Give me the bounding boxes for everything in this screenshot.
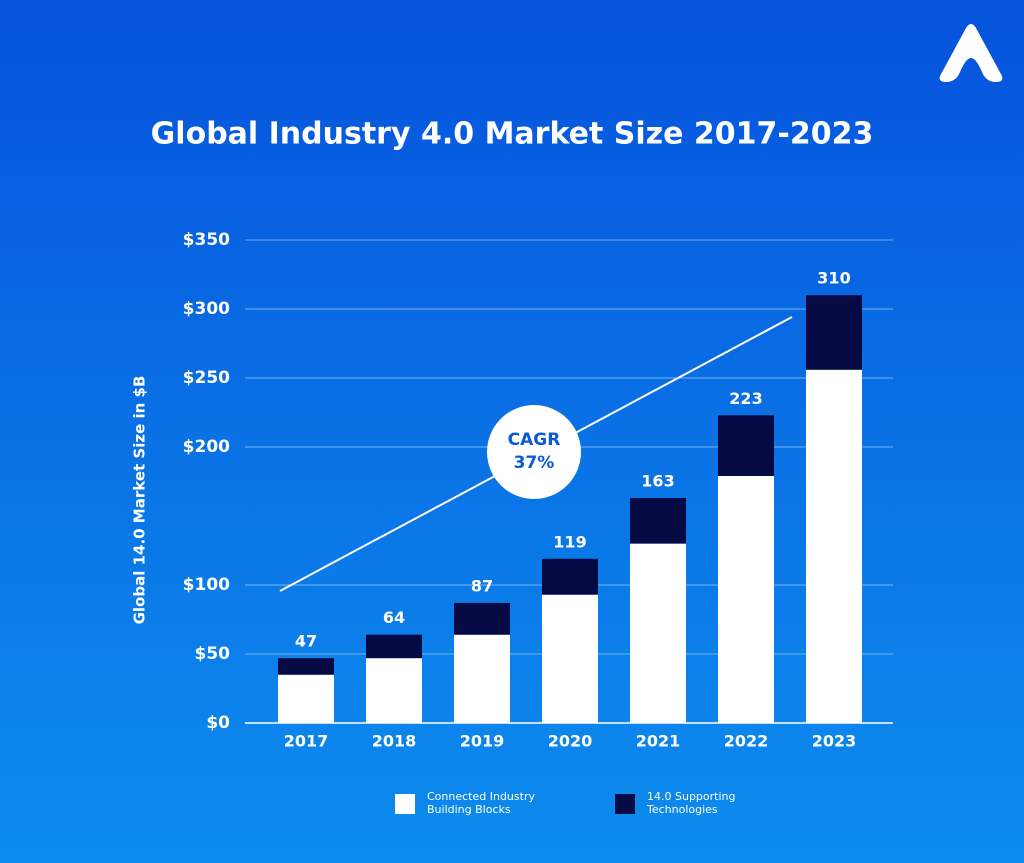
legend-item: 14.0 Supporting Technologies	[615, 790, 777, 816]
bar-segment	[630, 498, 686, 544]
x-tick-label: 2017	[284, 732, 329, 751]
x-tick-label: 2022	[724, 732, 769, 751]
x-tick-label: 2023	[812, 732, 857, 751]
legend-label: 14.0 Supporting Technologies	[647, 790, 736, 816]
annotation-value: 37%	[514, 453, 555, 473]
bar-segment	[630, 543, 686, 723]
total-label: 119	[553, 532, 586, 551]
y-axis-label: Global 14.0 Market Size in $B	[131, 376, 149, 625]
legend-swatch	[615, 794, 635, 814]
y-tick-label: $200	[183, 437, 230, 457]
total-label: 87	[471, 576, 493, 595]
bar-segment	[278, 674, 334, 723]
bar-segment	[454, 602, 510, 635]
annotation-title: CAGR	[508, 430, 561, 450]
y-tick-label: $350	[183, 230, 230, 250]
bar-segment	[278, 658, 334, 675]
legend-swatch	[395, 794, 415, 814]
legend-item: Connected Industry Building Blocks	[395, 790, 557, 816]
chart-title: Global Industry 4.0 Market Size 2017-202…	[151, 117, 874, 152]
bar-segment	[366, 658, 422, 723]
total-label: 310	[817, 269, 850, 288]
total-label: 47	[295, 632, 317, 651]
x-tick-label: 2021	[636, 732, 681, 751]
annotation-circle	[487, 405, 581, 499]
bar-segment	[718, 415, 774, 476]
bar-segment	[806, 369, 862, 723]
y-tick-label: $100	[183, 575, 230, 595]
x-tick-label: 2019	[460, 732, 505, 751]
bar-segment	[718, 475, 774, 723]
bar-segment	[366, 634, 422, 659]
x-tick-label: 2020	[548, 732, 593, 751]
bar-segment	[542, 594, 598, 723]
total-label: 163	[641, 472, 674, 491]
y-tick-label: $300	[183, 299, 230, 319]
total-label: 223	[729, 389, 762, 408]
x-tick-label: 2018	[372, 732, 417, 751]
y-tick-label: $50	[195, 644, 231, 664]
bar-segment	[454, 634, 510, 723]
logo	[939, 24, 1003, 82]
bar-segment	[542, 558, 598, 595]
y-tick-label: $250	[183, 368, 230, 388]
total-label: 64	[383, 608, 405, 627]
y-tick-label: $0	[206, 713, 230, 733]
bar-segment	[806, 295, 862, 370]
legend-label: Connected Industry Building Blocks	[427, 790, 535, 816]
